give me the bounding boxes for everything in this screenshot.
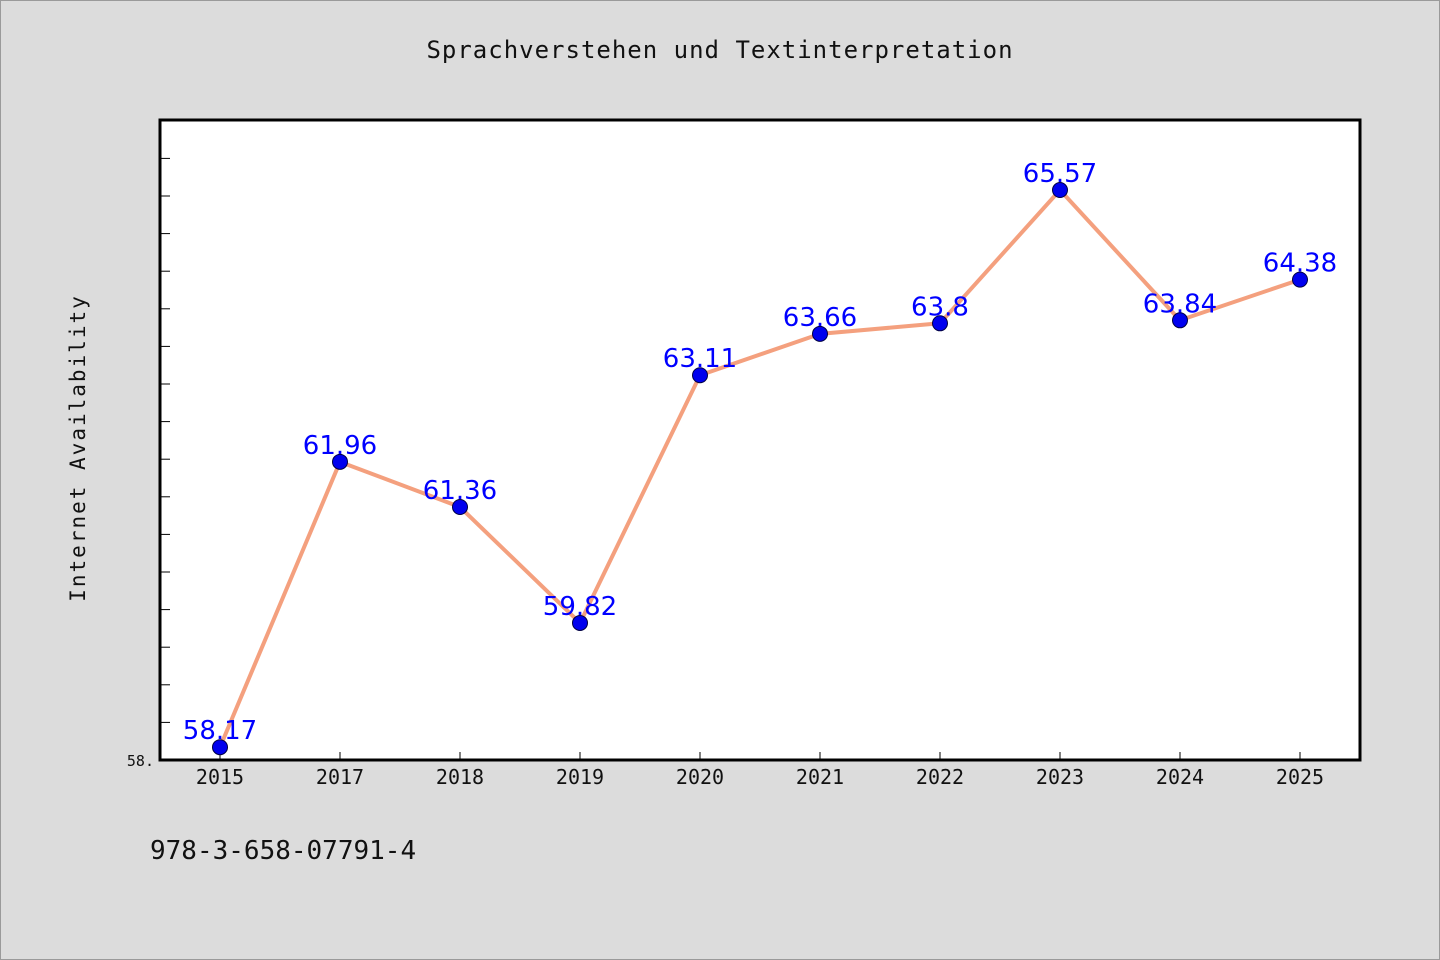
isbn-footer: 978-3-658-07791-4: [150, 836, 417, 866]
data-label: 58.17: [183, 716, 257, 746]
data-point: [932, 315, 948, 332]
data-point: [1052, 182, 1068, 199]
data-point: [452, 499, 468, 516]
data-point: [692, 367, 708, 384]
x-tick-label: 2019: [556, 765, 604, 789]
data-label: 65.57: [1023, 159, 1097, 189]
data-point: [1172, 312, 1188, 329]
data-point: [212, 739, 228, 756]
data-label: 63.66: [783, 303, 857, 333]
x-tick-label: 2018: [436, 765, 484, 789]
plot-frame: [158, 118, 1362, 762]
x-tick-label: 2020: [676, 765, 724, 789]
series-line: [218, 188, 1302, 750]
data-label: 63.11: [663, 344, 737, 374]
data-point: [812, 325, 828, 342]
data-label: 61.36: [423, 476, 497, 506]
x-tick-label: 2015: [196, 765, 244, 789]
plot-area: [160, 120, 1360, 760]
data-label: 59.82: [543, 592, 617, 622]
y-tick-label: 58.: [127, 752, 154, 770]
data-label: 63.84: [1143, 289, 1217, 319]
data-point: [1292, 271, 1308, 288]
chart-title: Sprachverstehen und Textinterpretation: [426, 36, 1014, 64]
x-tick-label: 2017: [316, 765, 364, 789]
data-label: 63.8: [911, 292, 969, 322]
x-tick-label: 2024: [1156, 765, 1204, 789]
data-point: [332, 453, 348, 470]
data-label: 61.96: [303, 431, 377, 461]
x-tick-label: 2021: [796, 765, 844, 789]
x-tick-label: 2025: [1276, 765, 1324, 789]
data-label: 64.38: [1263, 249, 1337, 279]
x-tick-label: 2023: [1036, 765, 1084, 789]
x-tick-label: 2022: [916, 765, 964, 789]
data-point: [572, 614, 588, 631]
